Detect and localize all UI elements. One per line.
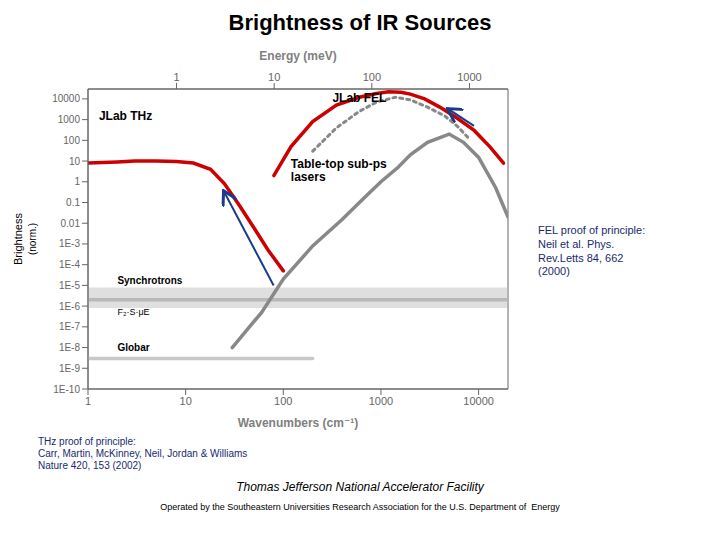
svg-text:100: 100 — [63, 135, 80, 146]
svg-text:10: 10 — [268, 71, 280, 83]
svg-text:1E-8: 1E-8 — [59, 342, 81, 353]
svg-text:1: 1 — [74, 176, 80, 187]
html-text:FEL proof of principle: Neil e: FEL proof of principle: Neil et al. Phys… — [538, 224, 646, 278]
svg-text:100: 100 — [363, 71, 381, 83]
svg-text:1E-4: 1E-4 — [59, 259, 81, 270]
svg-text:10000: 10000 — [463, 395, 494, 407]
html-text:Brightness of IR Sources: Brightness of IR Sources — [228, 10, 492, 35]
html-text:F₂·S·μE: F₂·S·μE — [117, 307, 150, 317]
html-text:Synchrotrons: Synchrotrons — [117, 275, 183, 287]
html-text:Globar: Globar — [117, 341, 150, 353]
html-text:Thomas Jefferson National Acce: Thomas Jefferson National Accelerator Fa… — [236, 480, 484, 494]
svg-text:1E-3: 1E-3 — [59, 238, 81, 249]
svg-text:0.1: 0.1 — [66, 197, 80, 208]
svg-text:Energy (meV): Energy (meV) — [259, 49, 336, 63]
svg-text:1E-7: 1E-7 — [59, 321, 81, 332]
svg-text:1: 1 — [173, 71, 179, 83]
html-text:Brightness: Brightness — [12, 213, 24, 265]
svg-text:1000: 1000 — [457, 71, 481, 83]
svg-text:10000: 10000 — [52, 93, 80, 104]
svg-text:1E-10: 1E-10 — [53, 384, 80, 395]
svg-text:1E-9: 1E-9 — [59, 363, 81, 374]
svg-text:0.01: 0.01 — [61, 218, 81, 229]
svg-text:10: 10 — [69, 156, 81, 167]
html-text:Table-top sub-ps lasers: Table-top sub-ps lasers — [290, 157, 387, 185]
svg-text:1E-5: 1E-5 — [59, 280, 81, 291]
svg-text:10: 10 — [180, 395, 192, 407]
html-text:JLab FEL: JLab FEL — [332, 91, 387, 105]
svg-text:1000: 1000 — [58, 114, 81, 125]
svg-text:1E-6: 1E-6 — [59, 301, 81, 312]
html-text:Operated by the Southeastern U: Operated by the Southeastern Universitie… — [160, 502, 560, 512]
html-text:THz proof of principle: Carr,: THz proof of principle: Carr, Martin, Mc… — [38, 436, 248, 471]
html-text:(norm.): (norm.) — [26, 222, 38, 256]
svg-text:Wavenumbers (cm⁻¹): Wavenumbers (cm⁻¹) — [238, 416, 359, 430]
svg-text:100: 100 — [274, 395, 292, 407]
svg-text:1: 1 — [85, 395, 91, 407]
html-text:JLab THz: JLab THz — [98, 108, 153, 123]
svg-text:1000: 1000 — [369, 395, 393, 407]
